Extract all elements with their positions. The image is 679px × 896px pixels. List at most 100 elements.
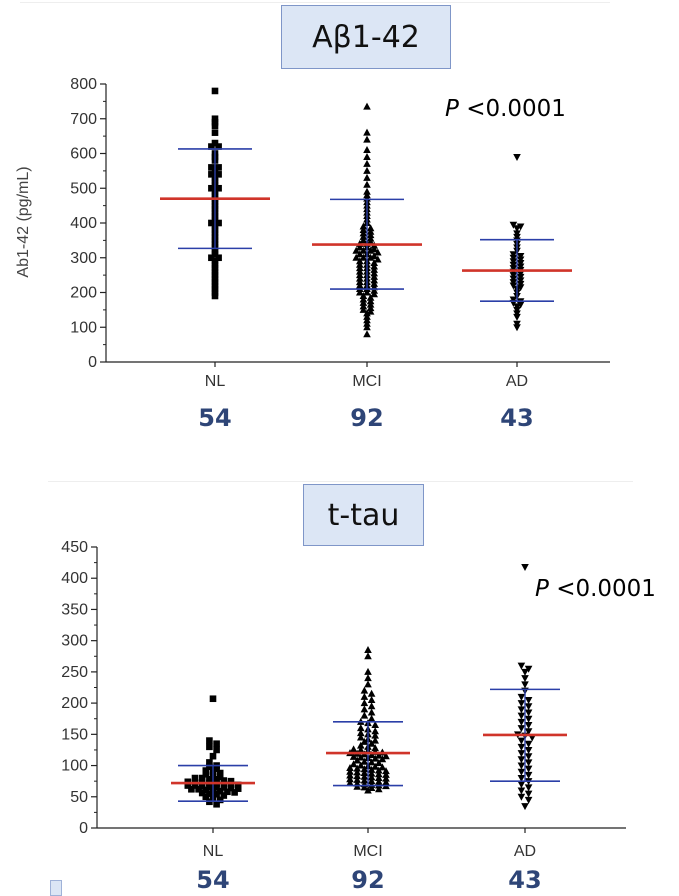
data-point-triangle-up xyxy=(359,236,368,244)
data-point-square xyxy=(216,787,224,795)
data-point-triangle-up xyxy=(356,288,364,296)
data-point-triangle-up xyxy=(382,774,390,782)
data-point-triangle-up xyxy=(346,779,354,787)
data-point-triangle-up xyxy=(367,702,376,710)
data-point-triangle-up xyxy=(359,305,368,313)
data-point-square xyxy=(211,282,219,289)
data-point-triangle-down xyxy=(513,313,521,321)
y-tick-label: 600 xyxy=(70,146,97,163)
data-point-triangle-up xyxy=(360,757,369,765)
data-point-square xyxy=(211,118,219,126)
data-point-square xyxy=(211,264,219,272)
y-tick-label: 200 xyxy=(61,695,88,712)
data-point-square xyxy=(213,800,220,808)
data-point-square xyxy=(220,777,228,784)
data-point-triangle-up xyxy=(357,733,365,741)
data-point-triangle-down xyxy=(524,790,533,798)
data-point-square xyxy=(211,122,219,129)
data-point-triangle-up xyxy=(382,778,390,786)
data-point-square xyxy=(206,743,213,751)
data-point-triangle-up xyxy=(363,166,371,174)
data-point-triangle-up xyxy=(363,330,371,338)
data-point-square xyxy=(198,789,206,797)
data-point-triangle-up xyxy=(364,786,372,794)
x-category-label: AD xyxy=(506,373,528,390)
data-point-square xyxy=(208,184,215,192)
data-point-triangle-down xyxy=(524,796,533,804)
data-point-triangle-up xyxy=(366,246,375,254)
y-tick-label: 100 xyxy=(61,758,88,775)
p-value-annotation-ttau: P <0.0001 xyxy=(535,576,656,602)
y-tick-label: 0 xyxy=(88,354,97,371)
data-point-triangle-up xyxy=(382,770,390,778)
p-value-annotation-abeta: P <0.0001 xyxy=(445,96,566,122)
data-point-square xyxy=(191,782,199,789)
data-point-triangle-down xyxy=(524,703,533,711)
data-point-square xyxy=(211,261,219,268)
data-point-triangle-up xyxy=(346,771,354,779)
data-point-triangle-up xyxy=(371,731,379,739)
y-axis-title: Ab1-42 (pg/mL) xyxy=(15,166,32,277)
data-point-triangle-up xyxy=(346,775,354,783)
data-point-triangle-up xyxy=(357,753,365,761)
data-point-square xyxy=(211,87,219,95)
data-point-triangle-up xyxy=(360,705,369,713)
data-point-triangle-up xyxy=(367,773,376,781)
data-point-square xyxy=(211,278,219,286)
data-point-triangle-up xyxy=(367,689,376,697)
data-point-triangle-up xyxy=(363,128,371,136)
data-point-triangle-down xyxy=(517,712,526,720)
data-point-square xyxy=(198,782,206,790)
data-point-triangle-down xyxy=(517,787,526,795)
data-point-triangle-down xyxy=(517,775,526,783)
data-point-square xyxy=(211,292,219,300)
data-point-square xyxy=(195,785,202,793)
data-point-square xyxy=(208,171,215,178)
data-point-triangle-down xyxy=(521,681,529,689)
data-point-square xyxy=(216,796,224,804)
y-tick-label: 800 xyxy=(70,76,97,93)
data-point-triangle-up xyxy=(356,243,364,251)
data-point-triangle-down xyxy=(524,665,533,673)
x-category-label: MCI xyxy=(352,373,381,390)
sample-count-label: 54 xyxy=(196,866,229,894)
data-point-triangle-down xyxy=(521,668,529,676)
data-point-triangle-up xyxy=(374,248,382,256)
data-point-triangle-down xyxy=(524,771,533,779)
data-point-triangle-up xyxy=(371,754,379,762)
data-point-triangle-up xyxy=(375,777,383,785)
data-point-square xyxy=(234,781,242,789)
data-point-square xyxy=(211,275,219,282)
data-point-triangle-up xyxy=(371,727,379,735)
data-point-square xyxy=(208,254,215,262)
data-point-triangle-up xyxy=(356,250,364,258)
data-point-triangle-down xyxy=(524,696,533,704)
data-point-triangle-up xyxy=(378,763,387,771)
data-point-triangle-up xyxy=(360,783,369,791)
data-point-triangle-up xyxy=(363,159,371,167)
data-point-triangle-up xyxy=(367,765,376,773)
data-point-triangle-up xyxy=(367,708,376,716)
y-tick-label: 400 xyxy=(70,215,97,232)
data-point-triangle-up xyxy=(353,756,361,764)
data-point-square xyxy=(211,257,219,265)
data-point-triangle-down xyxy=(517,756,526,764)
data-point-triangle-up xyxy=(370,290,378,298)
data-point-triangle-up xyxy=(375,759,383,767)
abeta-chart-panel: Aβ1-42 P <0.0001 0 100 200 300 400 500 600 700 8… xyxy=(15,2,610,432)
data-point-triangle-up xyxy=(364,646,372,654)
data-point-square xyxy=(198,774,206,782)
data-point-triangle-down xyxy=(517,706,526,714)
p-symbol: P xyxy=(535,576,549,602)
data-point-square xyxy=(213,746,220,754)
data-point-square xyxy=(206,783,213,791)
data-point-triangle-up xyxy=(353,772,361,780)
data-point-square xyxy=(231,789,238,796)
data-point-triangle-up xyxy=(367,777,376,785)
x-category-label: AD xyxy=(514,843,536,860)
data-point-triangle-down xyxy=(524,759,533,767)
data-point-square xyxy=(220,784,228,791)
slide-corner-marker xyxy=(50,880,62,896)
sample-count-label: 92 xyxy=(350,404,383,432)
data-point-square xyxy=(216,769,224,777)
